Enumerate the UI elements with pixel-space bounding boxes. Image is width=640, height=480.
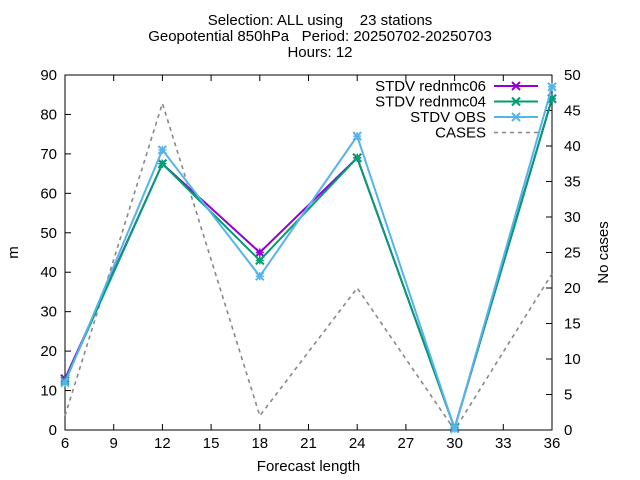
y-tick-label: 80: [40, 106, 57, 123]
y2-tick-label: 45: [564, 103, 581, 120]
y2-axis-label: No cases: [595, 221, 612, 284]
legend-label: STDV rednmc04: [375, 94, 486, 111]
legend-item-stdv-rednmc06: STDV rednmc06: [375, 78, 538, 95]
y2-tick-label: 30: [564, 209, 581, 226]
legend-marker: [511, 96, 521, 107]
series-line-cases: [64, 100, 553, 432]
y-tick-label: 30: [40, 304, 57, 321]
chart-title-line-2: Geopotential 850hPa Period: 20250702-202…: [148, 28, 492, 45]
x-tick-label: 30: [446, 435, 463, 452]
data-point: [352, 153, 362, 163]
y-tick-label: 90: [40, 67, 57, 84]
y2-tick-label: 50: [564, 67, 581, 84]
legend-label: CASES: [435, 125, 486, 142]
chart-title-line-1: Selection: ALL using 23 stations: [207, 12, 433, 29]
x-tick-label: 6: [61, 435, 69, 452]
y-tick-label: 0: [49, 422, 57, 439]
x-axis-label: Forecast length: [257, 458, 360, 475]
y2-tick-label: 0: [564, 422, 572, 439]
y-tick-label: 20: [40, 343, 57, 360]
x-tick-label: 15: [203, 435, 220, 452]
data-point: [255, 271, 265, 281]
series-layer: [60, 82, 557, 434]
series-line-stdv-obs: [64, 86, 553, 433]
x-tick-label: 27: [398, 435, 415, 452]
data-point: [547, 82, 557, 92]
legend-item-stdv-obs: STDV OBS: [410, 109, 538, 126]
y2-tick-label: 35: [564, 174, 581, 191]
x-tick-label: 18: [251, 435, 268, 452]
y-tick-label: 10: [40, 383, 57, 400]
data-point: [449, 424, 460, 434]
legend-marker: [511, 112, 521, 122]
y2-tick-label: 40: [564, 138, 581, 155]
y2-tick-label: 25: [564, 245, 581, 262]
series-cases: [64, 100, 553, 432]
x-tick-label: 36: [544, 435, 561, 452]
y2-tick-label: 15: [564, 316, 581, 333]
legend-label: STDV rednmc06: [375, 78, 486, 95]
x-tick-label: 24: [349, 435, 366, 452]
y-axis-label: m: [5, 246, 22, 259]
y2-tick-label: 5: [564, 387, 572, 404]
legend-marker: [511, 81, 521, 91]
x-tick-label: 9: [110, 435, 118, 452]
legend-item-stdv-rednmc04: STDV rednmc04: [375, 94, 538, 111]
series-line-stdv-rednmc06: [64, 98, 553, 432]
data-point: [352, 131, 362, 141]
y-tick-label: 70: [40, 146, 57, 163]
legend-label: STDV OBS: [410, 109, 486, 126]
x-tick-label: 21: [300, 435, 317, 452]
data-point: [157, 159, 168, 169]
series-line-stdv-rednmc04: [64, 98, 553, 432]
data-point: [255, 247, 265, 258]
x-tick-label: 33: [495, 435, 512, 452]
y-tick-label: 50: [40, 225, 57, 242]
chart-title-line-3: Hours: 12: [287, 44, 353, 61]
data-point: [60, 377, 70, 388]
axes: 6 9 12 15 18 21 24 27 30 33 3601020304050607080900…: [40, 67, 580, 452]
x-tick-label: 12: [154, 435, 171, 452]
y2-tick-label: 20: [564, 280, 581, 297]
y2-tick-label: 10: [564, 351, 581, 368]
series-stdv-rednmc04: [60, 93, 557, 433]
y-tick-label: 60: [40, 185, 57, 202]
series-stdv-obs: [60, 82, 557, 434]
data-point: [157, 145, 168, 155]
series-stdv-rednmc06: [60, 93, 557, 433]
y-tick-label: 40: [40, 264, 57, 281]
data-point: [255, 255, 265, 266]
legend-item-cases: CASES: [435, 125, 538, 142]
